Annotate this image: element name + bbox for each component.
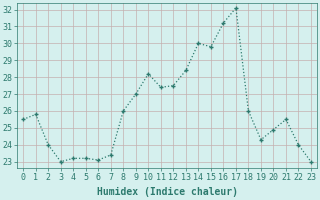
X-axis label: Humidex (Indice chaleur): Humidex (Indice chaleur) [97,187,237,197]
